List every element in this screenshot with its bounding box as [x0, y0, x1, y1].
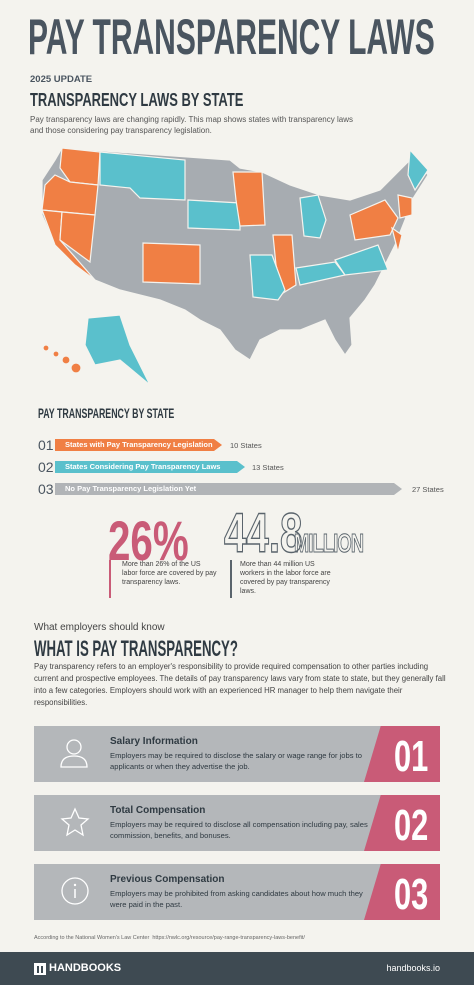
stat-text: More than 26% of the US labor force are … — [122, 561, 217, 586]
intro-body: Pay transparency refers to an employer's… — [34, 662, 446, 707]
footer: HANDBOOKS handbooks.io — [0, 952, 474, 985]
kicker: What employers should know — [34, 622, 165, 633]
legend-count: 13 States — [252, 463, 284, 472]
card: Total Compensation Employers may be requ… — [34, 795, 440, 851]
legend-bar: States with Pay Transparency Legislation — [55, 439, 222, 451]
stat-outline: 44.8 MILLION — [224, 508, 364, 560]
stat-value: 26% — [108, 509, 189, 572]
info-icon — [61, 877, 89, 905]
legend-count: 10 States — [230, 441, 262, 450]
card: Salary Information Employers may be requ… — [34, 726, 440, 782]
user-icon — [60, 739, 88, 768]
brand: HANDBOOKS — [49, 962, 122, 974]
legend-number: 02 — [38, 459, 54, 475]
legend-bar: No Pay Transparency Legislation Yet — [55, 483, 402, 495]
card-number: 01 — [394, 732, 429, 781]
card-number-bg: 02 — [364, 795, 440, 851]
card-body: Employers may be prohibited from asking … — [110, 889, 363, 909]
stat-value: 44.8 — [224, 508, 302, 560]
card-body: Employers may be required to disclose al… — [110, 820, 368, 840]
legend-number: 01 — [38, 437, 54, 453]
legend-number: 03 — [38, 481, 54, 497]
stat-text: More than 44 million US workers in the l… — [240, 561, 331, 595]
footnote: According to the National Women's Law Ce… — [34, 935, 305, 941]
card: Previous Compensation Employers may be p… — [34, 864, 440, 920]
card-body: Employers may be required to disclose th… — [110, 751, 362, 771]
legend-title: PAY TRANSPARENCY BY STATE — [38, 405, 175, 421]
card-number: 02 — [394, 801, 429, 850]
main-title: PAY TRANSPARENCY LAWS — [28, 9, 435, 65]
card-number: 03 — [394, 870, 429, 919]
description: Pay transparency laws are changing rapid… — [30, 115, 353, 135]
divider — [109, 560, 111, 598]
card-number-bg: 01 — [364, 726, 440, 782]
us-map — [41, 147, 429, 386]
logo-icon — [34, 963, 46, 975]
legend-count: 27 States — [412, 485, 444, 494]
star-icon — [60, 807, 90, 837]
divider — [230, 560, 232, 598]
card-title: Salary Information — [110, 736, 198, 747]
footer-url[interactable]: handbooks.io — [386, 963, 440, 973]
card-title: Total Compensation — [110, 805, 206, 816]
stat-unit: MILLION — [294, 529, 364, 558]
legend-bar: States Considering Pay Transparency Laws — [55, 461, 245, 473]
card-title: Previous Compensation — [110, 874, 225, 885]
section-title: TRANSPARENCY LAWS BY STATE — [30, 90, 244, 110]
intro-title: WHAT IS PAY TRANSPARENCY? — [34, 636, 238, 661]
update-label: 2025 UPDATE — [30, 74, 93, 85]
card-number-bg: 03 — [364, 864, 440, 920]
